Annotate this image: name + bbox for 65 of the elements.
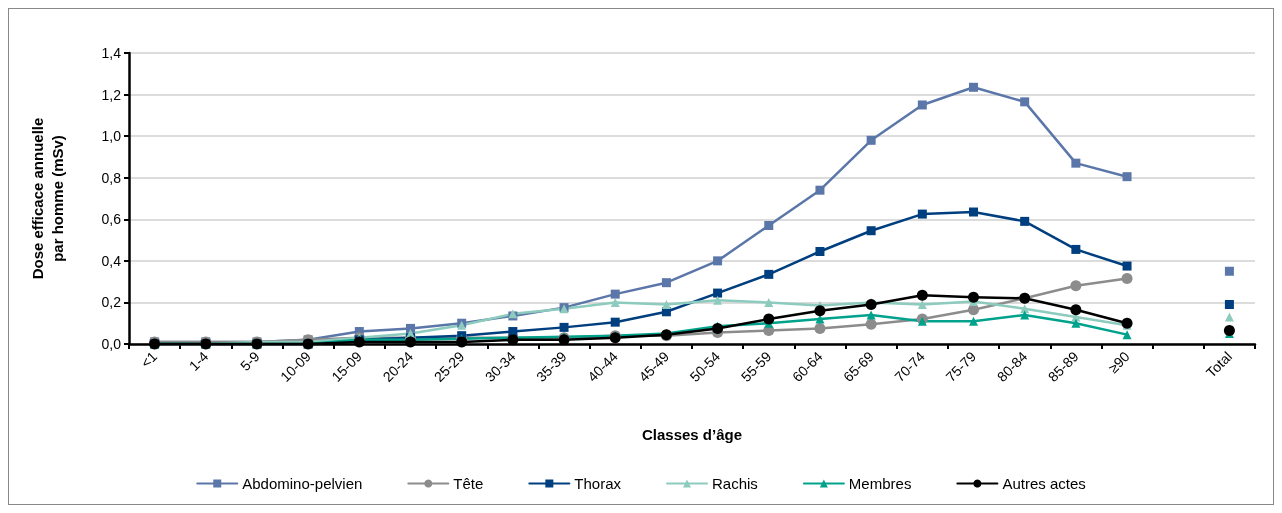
point [1122,330,1132,340]
point [815,247,825,256]
point [406,323,415,333]
point [1070,280,1082,292]
point [713,288,723,298]
point [610,289,620,299]
point [969,207,978,217]
x-axis-title: Classes d’âge [641,426,743,443]
x-tick-label: 5-9 [237,348,263,374]
y-tick-label: 0,2 [101,294,122,311]
point [866,135,876,145]
point [1223,324,1235,336]
legend-label: Autres actes [1002,475,1086,492]
point [1122,172,1132,182]
point [917,300,927,310]
point [1071,158,1081,168]
point [456,336,468,348]
legend-label: Thorax [574,475,622,492]
legend-label: Abdomino-pelvien [242,475,363,492]
point [713,256,723,266]
legend-label: Rachis [712,475,758,492]
y-tick-label: 0,6 [101,211,122,228]
point [1071,318,1081,328]
point [865,318,877,330]
point [1020,97,1030,107]
y-axis-title: Dose efficace annuelle par homme (mSv) [28,117,66,280]
point [610,297,620,307]
y-tick-label: 1,4 [101,45,122,61]
point [969,82,978,92]
point [1070,304,1082,316]
point [559,322,569,332]
point [969,316,978,326]
point [764,221,774,231]
point [968,291,979,303]
legend-label: Membres [848,475,912,492]
point [916,289,928,301]
point [1122,261,1132,271]
y-tick-label: 0,4 [101,252,122,269]
point [1020,216,1030,226]
y-tick-label: 1,2 [101,86,122,103]
point [917,100,927,110]
x-tick-label: <1 [137,348,161,371]
point [814,305,826,317]
point [764,297,774,307]
point [917,209,927,219]
point [1121,273,1133,285]
y-tick-label: 1,0 [101,128,122,145]
point [713,295,723,305]
y-tick-label: 0,0 [101,336,122,352]
point [1224,266,1234,276]
point [661,300,671,310]
x-tick-label: ≥90 [1104,348,1133,377]
legend-label: Tête [453,475,484,492]
point [508,327,518,337]
point [1071,244,1081,254]
point [866,226,876,236]
x-tick-label: 1-4 [185,348,212,374]
y-tick-label: 0,8 [101,169,122,186]
point [764,269,774,279]
point [610,317,620,327]
point [1224,300,1234,310]
point [661,278,671,288]
point [763,313,775,325]
point [814,322,826,334]
point [815,185,825,195]
